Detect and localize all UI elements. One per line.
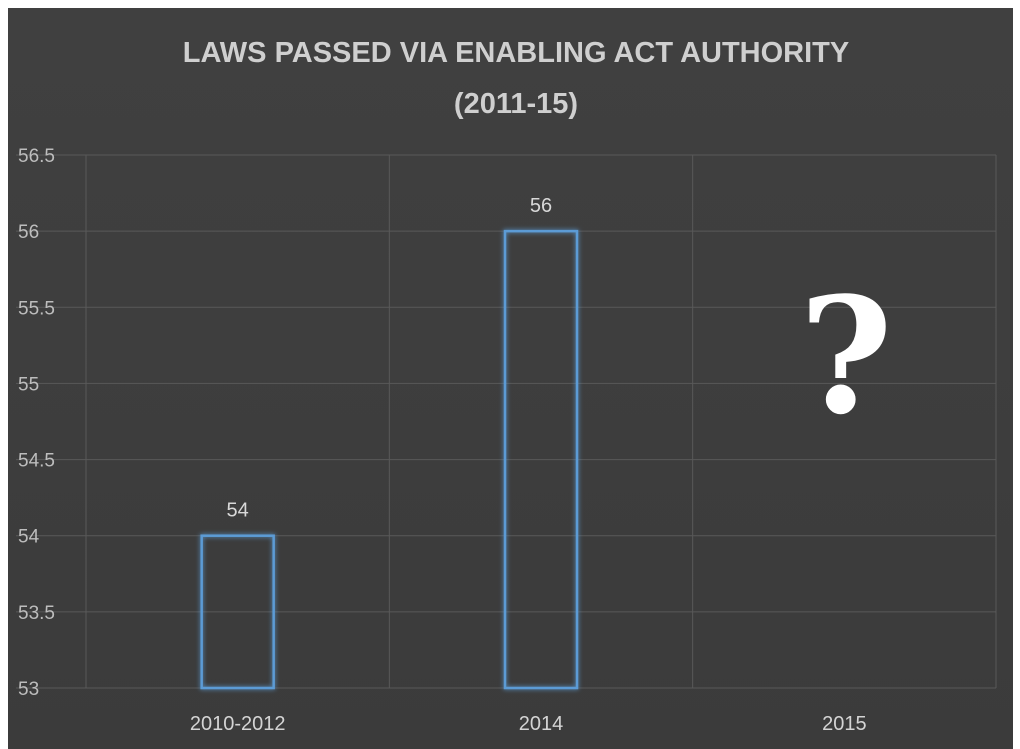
- y-tick-label: 55: [18, 374, 39, 395]
- x-axis-category-labels: 2010-2012 2014 2015: [190, 713, 867, 735]
- y-tick-label: 53: [18, 679, 39, 700]
- data-label: 54: [227, 500, 249, 522]
- unknown-value-annotation: ?: [799, 262, 893, 450]
- y-axis-tick-labels: 53 53.5 54 54.5 55 55.5 56 56.5: [18, 146, 55, 700]
- chart-title: LAWS PASSED VIA ENABLING ACT AUTHORITY (…: [183, 37, 849, 120]
- x-category-label: 2010-2012: [190, 713, 286, 735]
- y-tick-label: 56.5: [18, 146, 55, 167]
- chart-title-line-1: LAWS PASSED VIA ENABLING ACT AUTHORITY: [183, 37, 849, 69]
- data-label: 56: [530, 195, 552, 217]
- bar: [503, 229, 579, 690]
- x-category-label: 2015: [822, 713, 867, 735]
- y-tick-label: 54.5: [18, 451, 55, 472]
- x-category-label: 2014: [519, 713, 564, 735]
- y-tick-label: 54: [18, 527, 40, 548]
- bar-layer: 54 56: [200, 195, 579, 690]
- y-tick-label: 53.5: [18, 603, 55, 624]
- chart-area: [8, 8, 1013, 749]
- chart-title-line-2: (2011-15): [454, 88, 578, 120]
- y-tick-label: 56: [18, 222, 39, 243]
- y-tick-label: 55.5: [18, 298, 55, 319]
- bar: [200, 534, 275, 690]
